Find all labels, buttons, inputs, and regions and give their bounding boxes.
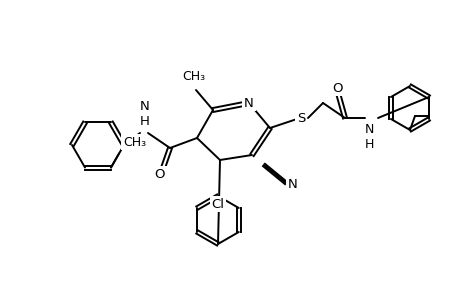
Text: N: N [287,178,297,191]
Text: N: N [244,97,253,110]
Text: CH₃: CH₃ [123,136,146,148]
Text: S: S [296,112,304,124]
Text: O: O [154,167,165,181]
Text: N
H: N H [364,123,373,151]
Text: O: O [332,82,342,94]
Text: Cl: Cl [211,197,224,211]
Text: CH₃: CH₃ [182,70,205,83]
Text: N
H: N H [140,100,150,128]
